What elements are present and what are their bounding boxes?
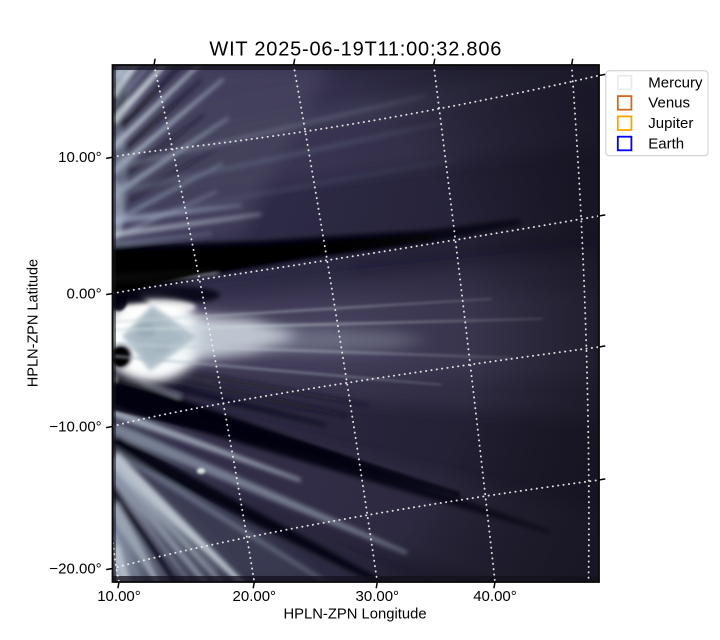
svg-text:10.00°: 10.00° xyxy=(58,149,102,166)
svg-text:Jupiter: Jupiter xyxy=(648,115,693,132)
svg-text:40.00°: 40.00° xyxy=(473,588,517,605)
svg-text:Venus: Venus xyxy=(648,95,690,112)
svg-text:HPLN-ZPN Longitude: HPLN-ZPN Longitude xyxy=(283,607,426,623)
svg-text:20.00°: 20.00° xyxy=(233,588,277,605)
svg-text:−10.00°: −10.00° xyxy=(49,418,101,435)
svg-text:Mercury: Mercury xyxy=(648,74,703,91)
svg-text:WIT 2025-06-19T11:00:32.806: WIT 2025-06-19T11:00:32.806 xyxy=(209,38,502,60)
svg-text:0.00°: 0.00° xyxy=(66,285,101,302)
svg-text:Earth: Earth xyxy=(648,135,684,152)
svg-text:30.00°: 30.00° xyxy=(356,588,400,605)
svg-text:−20.00°: −20.00° xyxy=(49,560,101,577)
svg-text:10.00°: 10.00° xyxy=(97,588,141,605)
svg-text:HPLN-ZPN Latitude: HPLN-ZPN Latitude xyxy=(26,259,42,387)
